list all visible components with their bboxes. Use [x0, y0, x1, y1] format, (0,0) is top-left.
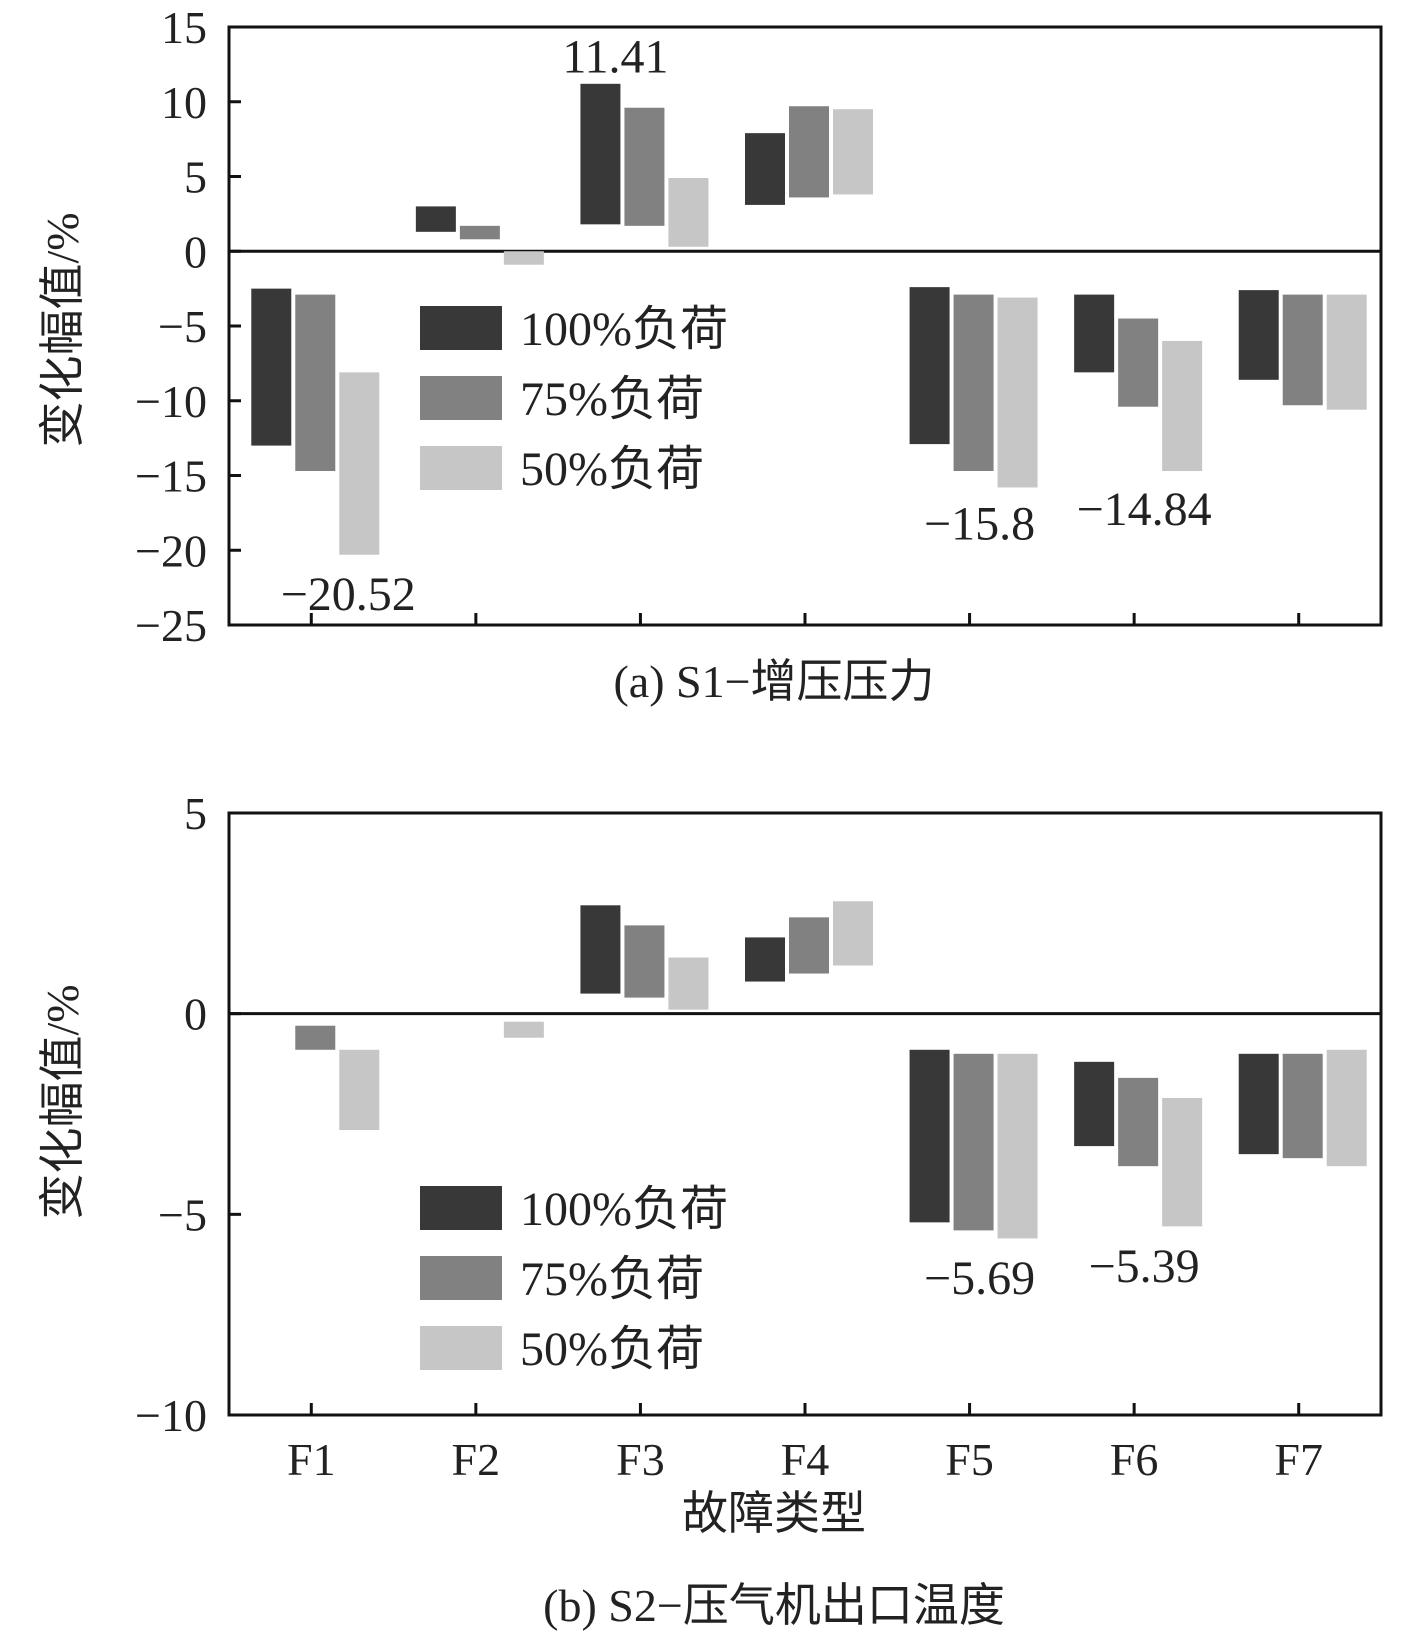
y-axis-label: 变化幅值/%: [37, 984, 88, 1219]
bar: [580, 905, 621, 994]
legend-swatch: [420, 376, 502, 420]
y-tick-label: −10: [135, 1390, 207, 1441]
panel-b: 变化幅值/% 故障类型 (b) S2−压气机出口温度 5 0 −5 −10 F1 F2 F3…: [37, 788, 1383, 1631]
bar: [580, 83, 621, 225]
bar: [1238, 1053, 1279, 1155]
bar: [789, 917, 829, 974]
legend-label: 50%负荷: [520, 1323, 704, 1376]
legend-swatch: [420, 446, 502, 490]
y-tick-label: 0: [184, 989, 207, 1040]
bar: [668, 957, 709, 1010]
bar: [339, 1049, 380, 1131]
y-tick-label: −10: [135, 376, 207, 427]
bar: [1282, 294, 1323, 406]
panel-caption: (a) S1−增压压力: [613, 656, 934, 707]
legend-swatch: [420, 1256, 502, 1300]
x-tick-label: F7: [1274, 1434, 1323, 1485]
bar: [503, 1021, 544, 1038]
data-label: −15.8: [924, 497, 1035, 550]
bar: [459, 225, 500, 240]
legend-label: 50%负荷: [520, 443, 704, 496]
bar: [624, 925, 665, 998]
data-label: 11.41: [562, 31, 668, 84]
bar: [953, 1053, 994, 1231]
y-axis-label: 变化幅值/%: [37, 212, 88, 447]
bar: [295, 294, 336, 472]
bar: [1118, 1077, 1159, 1167]
bar: [1282, 1053, 1323, 1159]
plot-frame: [227, 811, 1383, 1417]
data-label: −14.84: [1077, 483, 1212, 536]
bar: [295, 1025, 336, 1050]
bar: [745, 133, 785, 205]
bar: [997, 1053, 1038, 1239]
x-tick-label: F5: [945, 1434, 994, 1485]
bar: [1238, 290, 1279, 380]
x-tick-label: F1: [287, 1434, 336, 1485]
bar: [251, 288, 292, 446]
legend-label: 100%负荷: [520, 1183, 728, 1236]
legend-swatch: [420, 306, 502, 350]
legend-swatch: [420, 1186, 502, 1230]
panel-caption: (b) S2−压气机出口温度: [543, 1580, 1005, 1631]
legend-label: 75%负荷: [520, 1253, 704, 1306]
bar: [745, 937, 785, 982]
bar: [789, 106, 829, 198]
data-label: −5.39: [1089, 1240, 1200, 1293]
y-tick-label: −5: [158, 301, 207, 352]
y-tick-label: −25: [135, 600, 207, 651]
bar: [624, 107, 665, 226]
bar: [997, 297, 1038, 488]
bar: [1074, 294, 1115, 373]
bar: [503, 251, 544, 265]
bar: [668, 177, 709, 247]
bar: [833, 901, 873, 966]
x-axis-label: 故障类型: [682, 1488, 866, 1539]
bar: [1118, 318, 1159, 407]
bar: [415, 206, 456, 232]
x-tick-label: F2: [452, 1434, 501, 1485]
x-tick-label: F3: [616, 1434, 665, 1485]
bar: [833, 109, 873, 195]
y-tick-label: −15: [135, 451, 207, 502]
bar: [1162, 1097, 1203, 1227]
y-tick-label: −5: [158, 1189, 207, 1240]
y-tick-label: 10: [161, 77, 207, 128]
legend-label: 100%负荷: [520, 303, 728, 356]
bar: [909, 287, 950, 445]
x-tick-label: F4: [781, 1434, 830, 1485]
y-tick-label: 5: [184, 788, 207, 839]
bar: [953, 294, 994, 472]
bar: [909, 1049, 950, 1223]
bar: [339, 372, 380, 555]
data-label: −20.52: [281, 568, 416, 621]
y-tick-label: 0: [184, 226, 207, 277]
bar: [1326, 1049, 1367, 1167]
legend-label: 75%负荷: [520, 373, 704, 426]
bar: [1074, 1061, 1115, 1147]
bar: [1162, 340, 1203, 472]
x-tick-label: F6: [1110, 1434, 1159, 1485]
y-tick-label: −20: [135, 525, 207, 576]
data-label: −5.69: [924, 1252, 1035, 1305]
legend-swatch: [420, 1326, 502, 1370]
panel-a: 变化幅值/% (a) S1−增压压力 15 10 5 0 −5 −10 −15 −20 −25 1…: [37, 2, 1383, 707]
y-tick-label: 15: [161, 2, 207, 53]
y-tick-label: 5: [184, 152, 207, 203]
bar: [1326, 294, 1367, 410]
